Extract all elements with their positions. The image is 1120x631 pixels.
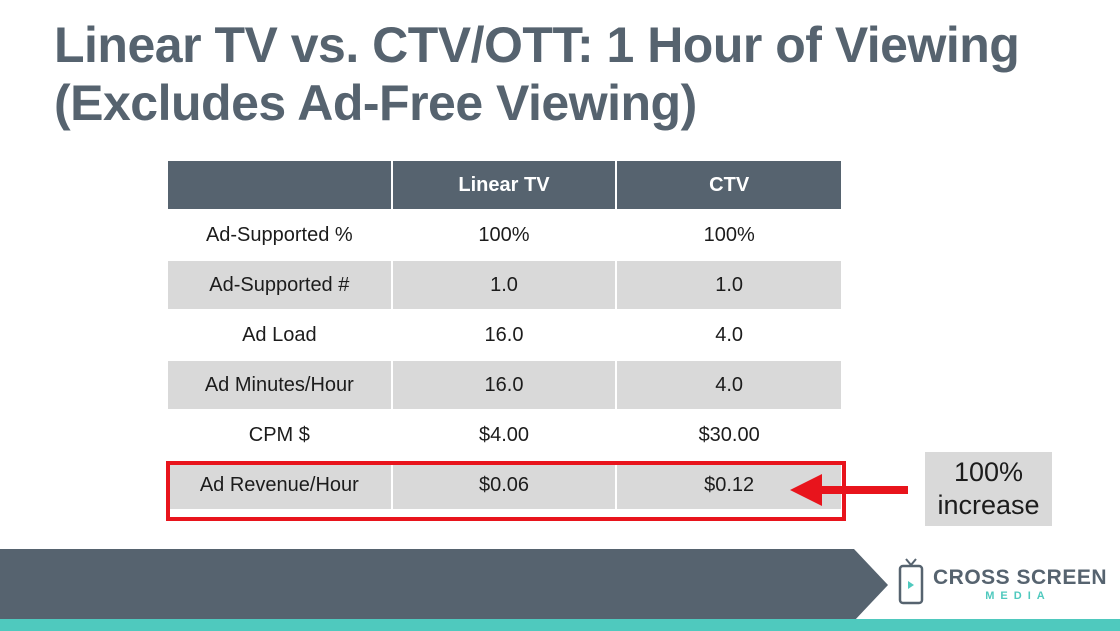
ctv-cell: $30.00 xyxy=(616,410,841,461)
table-header-row: Linear TV CTV xyxy=(168,161,841,211)
ctv-cell: 4.0 xyxy=(616,310,841,361)
linear-tv-cell: $4.00 xyxy=(391,410,618,461)
table-row: CPM $ $4.00 $30.00 xyxy=(168,410,841,461)
table-row: Ad-Supported % 100% 100% xyxy=(168,210,841,261)
row-label: Ad Revenue/Hour xyxy=(168,460,393,511)
table-row: Ad-Supported # 1.0 1.0 xyxy=(168,260,841,311)
ctv-cell: 4.0 xyxy=(616,360,841,411)
linear-tv-cell: 16.0 xyxy=(391,310,618,361)
left-arrow-icon xyxy=(790,474,908,506)
header-empty xyxy=(168,161,393,211)
slide-title: Linear TV vs. CTV/OTT: 1 Hour of Viewing… xyxy=(54,16,1094,132)
logo-sub: MEDIA xyxy=(985,590,1051,602)
table-row-ad-revenue: Ad Revenue/Hour $0.06 $0.12 xyxy=(168,460,841,511)
brand-logo: CROSS SCREEN MEDIA xyxy=(933,566,1113,602)
title-line-2: (Excludes Ad-Free Viewing) xyxy=(54,75,697,131)
callout-percent: 100% xyxy=(953,457,1024,487)
row-label: Ad Minutes/Hour xyxy=(168,360,393,411)
linear-tv-cell: 100% xyxy=(391,210,618,261)
comparison-table: Linear TV CTV Ad-Supported % 100% 100% A… xyxy=(168,161,841,511)
ctv-cell: $0.12 xyxy=(616,460,841,511)
header-linear-tv: Linear TV xyxy=(391,161,618,211)
linear-tv-cell: $0.06 xyxy=(391,460,618,511)
ctv-cell: 1.0 xyxy=(616,260,841,311)
table-row: Ad Load 16.0 4.0 xyxy=(168,310,841,361)
ctv-cell: 100% xyxy=(616,210,841,261)
bottom-accent-strip xyxy=(0,619,1120,631)
table-row: Ad Minutes/Hour 16.0 4.0 xyxy=(168,360,841,411)
callout-label: increase xyxy=(937,490,1040,520)
footer-banner xyxy=(0,549,888,621)
header-ctv: CTV xyxy=(616,161,841,211)
row-label: Ad-Supported # xyxy=(168,260,393,311)
row-label: CPM $ xyxy=(168,410,393,461)
tv-logo-icon xyxy=(898,558,924,605)
highlight-box xyxy=(166,461,846,521)
title-line-1: Linear TV vs. CTV/OTT: 1 Hour of Viewing xyxy=(54,17,1020,73)
logo-name: CROSS SCREEN xyxy=(933,566,1108,589)
linear-tv-cell: 1.0 xyxy=(391,260,618,311)
increase-callout: 100% increase xyxy=(925,452,1052,526)
row-label: Ad Load xyxy=(168,310,393,361)
linear-tv-cell: 16.0 xyxy=(391,360,618,411)
row-label: Ad-Supported % xyxy=(168,210,393,261)
